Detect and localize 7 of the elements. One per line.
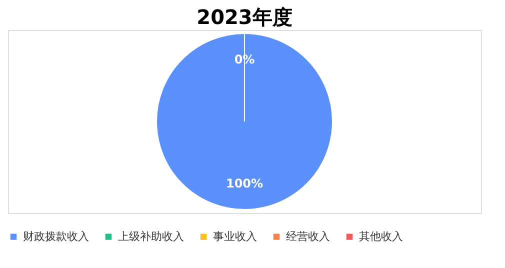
- legend-label: 经营收入: [286, 230, 330, 243]
- data-label: 100%: [226, 176, 264, 190]
- legend-label: 事业收入: [213, 230, 257, 243]
- chart-title: 2023年度: [196, 5, 292, 29]
- legend-label: 财政拨款收入: [23, 230, 89, 243]
- legend-label: 其他收入: [359, 230, 403, 243]
- legend-label: 上级补助收入: [118, 230, 184, 243]
